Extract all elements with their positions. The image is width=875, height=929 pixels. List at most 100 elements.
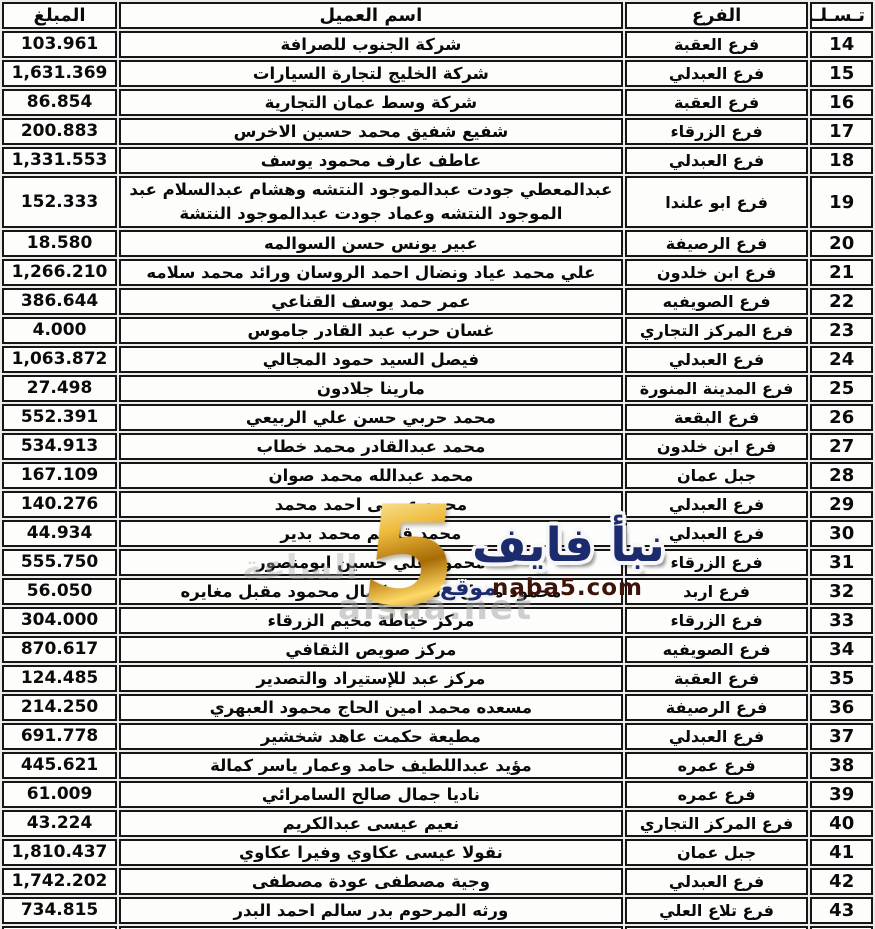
serial-cell: 21: [810, 259, 873, 286]
client-cell: شفيع شفيق محمد حسين الاخرس: [119, 118, 623, 145]
client-cell: نقولا عيسى عكاوي وفيرا عكاوي: [119, 839, 623, 866]
amount-cell: 200.883: [2, 118, 118, 145]
serial-cell: 25: [810, 375, 873, 402]
partial-next-row: [2, 926, 873, 929]
header-row: تـسـلـسل الفرع اسم العميل المبلغ: [2, 2, 873, 29]
serial-cell: 28: [810, 462, 873, 489]
branch-cell: فرع الزرقاء: [624, 118, 809, 145]
empty-cell: [2, 926, 118, 929]
branch-cell: فرع العبدلي: [624, 868, 809, 895]
client-cell: غسان حرب عبد القادر جاموس: [119, 317, 623, 344]
table-row: 37 فرع العبدلي مطيعة حكمت عاهد شخشير 691.77…: [2, 723, 873, 750]
table-row: 29 فرع العبدلي محمد عيسى احمد محمد 140.276: [2, 491, 873, 518]
amount-cell: 555.750: [2, 549, 118, 576]
client-cell: عبير يونس حسن السوالمه: [119, 230, 623, 257]
client-cell: مؤيد عبداللطيف حامد وعمار ياسر كمالة: [119, 752, 623, 779]
client-cell: محمد عبدالقادر محمد خطاب: [119, 433, 623, 460]
branch-cell: فرع الصويفيه: [624, 636, 809, 663]
client-cell: نعيم عيسى عبدالكريم: [119, 810, 623, 837]
amount-cell: 18.580: [2, 230, 118, 257]
serial-cell: 15: [810, 60, 873, 87]
client-cell: مركز عبد للإستيراد والتصدير: [119, 665, 623, 692]
client-cell: محمد عيسى احمد محمد: [119, 491, 623, 518]
amount-cell: 445.621: [2, 752, 118, 779]
client-cell: ورثه المرحوم بدر سالم احمد البدر: [119, 897, 623, 924]
amount-cell: 734.815: [2, 897, 118, 924]
branch-cell: فرع ابن خلدون: [624, 433, 809, 460]
serial-cell: 40: [810, 810, 873, 837]
table-row: 18 فرع العبدلي عاطف عارف محمود يوسف 1,331.5…: [2, 147, 873, 174]
branch-cell: فرع المركز التجاري: [624, 810, 809, 837]
client-cell: شركة الجنوب للصرافة: [119, 31, 623, 58]
serial-cell: 43: [810, 897, 873, 924]
table-row: 40 فرع المركز التجاري نعيم عيسى عبدالكريم 4…: [2, 810, 873, 837]
serial-cell: 19: [810, 176, 873, 228]
serial-cell: 31: [810, 549, 873, 576]
branch-cell: فرع العبدلي: [624, 491, 809, 518]
branch-cell: فرع الزرقاء: [624, 607, 809, 634]
table-row: 27 فرع ابن خلدون محمد عبدالقادر محمد خطاب 5…: [2, 433, 873, 460]
table-row: 35 فرع العقبة مركز عبد للإستيراد والتصدير 1…: [2, 665, 873, 692]
branch-cell: فرع الزرقاء: [624, 549, 809, 576]
client-cell: محمد عبدالله محمد صوان: [119, 462, 623, 489]
branch-cell: فرع عمره: [624, 781, 809, 808]
branch-cell: جبل عمان: [624, 462, 809, 489]
empty-cell: [810, 926, 873, 929]
serial-cell: 22: [810, 288, 873, 315]
serial-cell: 23: [810, 317, 873, 344]
amount-cell: 152.333: [2, 176, 118, 228]
amount-cell: 214.250: [2, 694, 118, 721]
amount-cell: 167.109: [2, 462, 118, 489]
amount-cell: 124.485: [2, 665, 118, 692]
client-cell: مركز صويص الثقافي: [119, 636, 623, 663]
branch-cell: فرع العقبة: [624, 665, 809, 692]
amount-cell: 1,063.872: [2, 346, 118, 373]
amount-cell: 86.854: [2, 89, 118, 116]
serial-cell: 36: [810, 694, 873, 721]
header-amount: المبلغ: [2, 2, 118, 29]
client-cell: محمود علي حسين ابومنصور: [119, 549, 623, 576]
table-row: 25 فرع المدينة المنورة مارينا جلادون 27.498: [2, 375, 873, 402]
table-row: 19 فرع ابو علندا عبدالمعطي جودت عبدالموجود…: [2, 176, 873, 228]
amount-cell: 552.391: [2, 404, 118, 431]
amount-cell: 1,331.553: [2, 147, 118, 174]
header-client: اسم العميل: [119, 2, 623, 29]
amount-cell: 1,742.202: [2, 868, 118, 895]
table-row: 31 فرع الزرقاء محمود علي حسين ابومنصور 555.…: [2, 549, 873, 576]
table-row: 42 فرع العبدلي وجية مصطفى عودة مصطفى 1,742.…: [2, 868, 873, 895]
serial-cell: 14: [810, 31, 873, 58]
serial-cell: 42: [810, 868, 873, 895]
table-row: 36 فرع الرصيفة مسعده محمد امين الحاج محمود…: [2, 694, 873, 721]
table-row: 15 فرع العبدلي شركة الخليج لتجارة السيارات…: [2, 60, 873, 87]
serial-cell: 37: [810, 723, 873, 750]
serial-cell: 30: [810, 520, 873, 547]
header-serial: تـسـلـسل: [810, 2, 873, 29]
amount-cell: 691.778: [2, 723, 118, 750]
amount-cell: 56.050: [2, 578, 118, 605]
empty-cell: [119, 926, 623, 929]
table-row: 39 فرع عمره ناديا جمال صالح السامرائي 61.00…: [2, 781, 873, 808]
amount-cell: 44.934: [2, 520, 118, 547]
header-branch: الفرع: [624, 2, 809, 29]
client-cell: وجية مصطفى عودة مصطفى: [119, 868, 623, 895]
client-cell: شركة الخليج لتجارة السيارات: [119, 60, 623, 87]
serial-cell: 33: [810, 607, 873, 634]
amount-cell: 1,631.369: [2, 60, 118, 87]
table-row: 20 فرع الرصيفة عبير يونس حسن السوالمه 18.58…: [2, 230, 873, 257]
client-cell: محمد قاسم محمد بدير: [119, 520, 623, 547]
client-cell: محمود مقبل مغايره وكمال محمود مقبل مغاير…: [119, 578, 623, 605]
branch-cell: جبل عمان: [624, 839, 809, 866]
serial-cell: 17: [810, 118, 873, 145]
amount-cell: 43.224: [2, 810, 118, 837]
table-row: 21 فرع ابن خلدون علي محمد عياد ونضال احمد …: [2, 259, 873, 286]
table-row: 38 فرع عمره مؤيد عبداللطيف حامد وعمار ياسر…: [2, 752, 873, 779]
branch-cell: فرع الصويفيه: [624, 288, 809, 315]
table-row: 24 فرع العبدلي فيصل السيد حمود المجالي 1,06…: [2, 346, 873, 373]
branch-cell: فرع المركز التجاري: [624, 317, 809, 344]
client-cell: مطيعة حكمت عاهد شخشير: [119, 723, 623, 750]
branch-cell: فرع الرصيفة: [624, 694, 809, 721]
client-cell: شركة وسط عمان التجارية: [119, 89, 623, 116]
branch-cell: فرع البقعة: [624, 404, 809, 431]
branch-cell: فرع العبدلي: [624, 723, 809, 750]
